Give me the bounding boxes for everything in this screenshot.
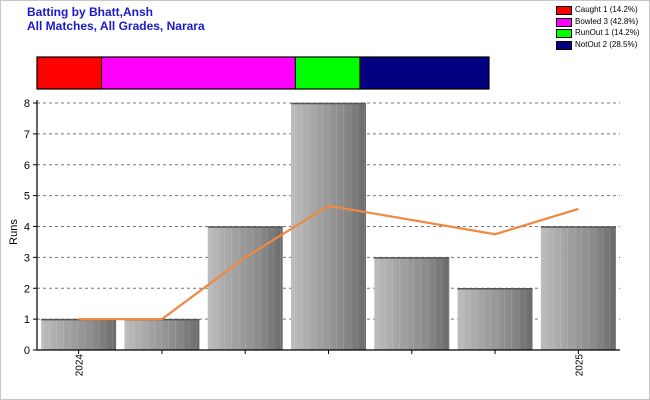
distribution-segment-caught bbox=[37, 57, 102, 89]
legend-swatch-caught bbox=[556, 6, 572, 15]
bar-texture bbox=[540, 226, 616, 350]
distribution-segment-notout bbox=[359, 57, 489, 89]
legend-label-bowled: Bowled 3 (42.8%) bbox=[575, 16, 639, 26]
y-tick-label: 7 bbox=[24, 129, 30, 141]
legend-label-caught: Caught 1 (14.2%) bbox=[575, 5, 638, 14]
trend-line-group bbox=[78, 204, 579, 321]
bar-texture bbox=[124, 319, 200, 350]
y-tick-label: 8 bbox=[24, 98, 30, 110]
bar-texture bbox=[291, 103, 366, 350]
bar-texture bbox=[457, 288, 533, 350]
legend-swatch-notout bbox=[556, 40, 572, 50]
bar-texture bbox=[207, 226, 283, 350]
y-axis-label: Runs bbox=[8, 219, 20, 245]
chart-subtitle: All Matches, All Grades, Narara bbox=[27, 19, 205, 33]
y-tick-label: 4 bbox=[24, 222, 30, 234]
y-tick-label: 1 bbox=[24, 314, 30, 326]
bar-texture bbox=[41, 319, 117, 350]
y-tick-label: 0 bbox=[24, 345, 30, 357]
bar-texture bbox=[374, 257, 450, 350]
y-tick-label: 2 bbox=[24, 283, 30, 295]
distribution-segment-runout bbox=[295, 57, 360, 89]
trend-line bbox=[78, 204, 579, 321]
x-tick-label: 2025 bbox=[574, 354, 585, 377]
y-tick-label: 5 bbox=[24, 191, 30, 203]
bars bbox=[41, 102, 616, 350]
x-tick-label: 2024 bbox=[75, 354, 86, 377]
y-tick-label: 3 bbox=[24, 252, 30, 264]
legend-swatch-runout bbox=[556, 29, 572, 38]
legend-label-notout: NotOut 2 (28.5%) bbox=[575, 39, 638, 49]
legend-swatch-bowled bbox=[556, 17, 572, 27]
distribution-bar bbox=[36, 56, 490, 90]
legend-label-runout: RunOut 1 (14.2%) bbox=[575, 28, 640, 37]
chart-title: Batting by Bhatt,Ansh bbox=[27, 5, 153, 19]
distribution-segment-bowled bbox=[101, 57, 296, 89]
y-tick-label: 6 bbox=[24, 160, 30, 172]
axes: 0 1 2 3 4 5 6 7 8 2024 2025 bbox=[24, 98, 620, 376]
distribution-border bbox=[36, 56, 490, 90]
